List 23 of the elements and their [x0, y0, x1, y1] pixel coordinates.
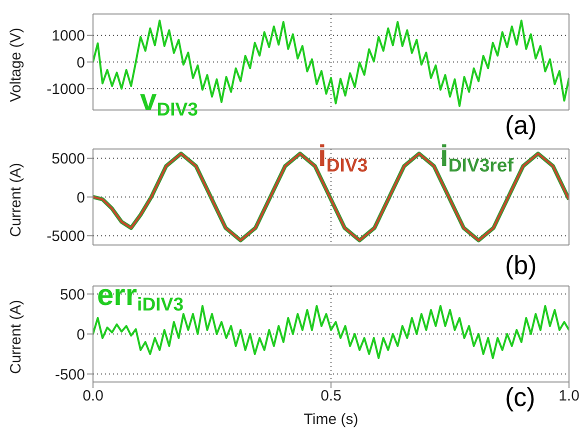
- x-tick-label: 0.0: [82, 388, 104, 405]
- x-axis-title: Time (s): [304, 411, 358, 428]
- series-label: err$_{iDIV3}$: [97, 279, 184, 317]
- x-tick-label: 1.0: [558, 388, 580, 405]
- text: (a): [505, 110, 537, 141]
- y-axis-title: Voltage (V): [7, 28, 24, 102]
- y-tick-label: -5000: [46, 228, 85, 246]
- series-label: i$_{DIV3ref}$: [440, 140, 514, 178]
- y-axis-title: Current (A): [7, 300, 24, 374]
- y-tick-label: -500: [54, 366, 85, 384]
- y-tick-label: 0: [76, 54, 85, 72]
- text: (b): [505, 250, 537, 281]
- y-tick-label: 5000: [52, 150, 85, 168]
- y-tick-label: -1000: [46, 80, 85, 98]
- x-tick-label: 0.5: [320, 388, 342, 405]
- series-label: i$_{DIV3}$: [318, 140, 368, 178]
- y-tick-label: 500: [60, 286, 85, 304]
- y-tick-label: 0: [76, 326, 85, 344]
- y-tick-label: 1000: [52, 28, 85, 45]
- annotation: (c): [505, 382, 536, 413]
- y-tick-label: 0: [76, 189, 85, 206]
- series-label: v$_{DIV3}$: [140, 84, 198, 122]
- y-axis-title: Current (A): [7, 162, 24, 237]
